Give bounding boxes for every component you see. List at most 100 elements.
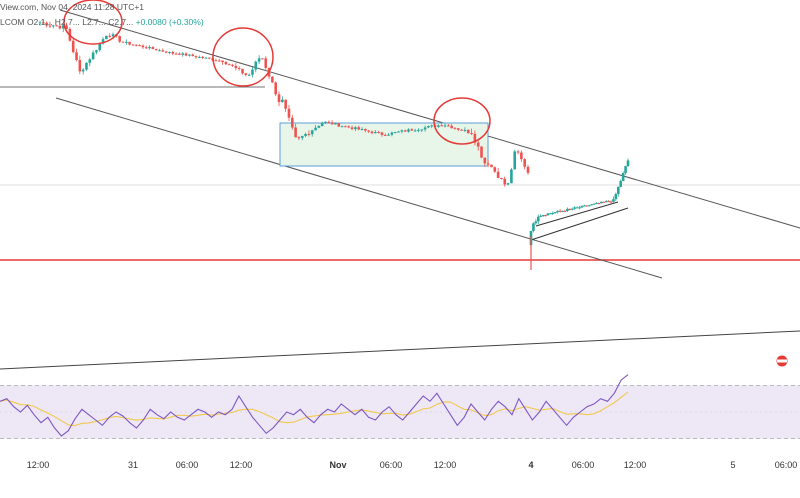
candle-body [45, 22, 48, 26]
candle-body [237, 68, 241, 70]
candle-body [340, 126, 344, 128]
candle-body [204, 57, 208, 59]
candle-body [360, 128, 364, 130]
candle-body [364, 128, 367, 131]
x-axis-tick-label: 12:00 [230, 460, 253, 470]
candle-body [556, 210, 559, 213]
candle-body [403, 130, 407, 132]
candle-body [217, 60, 221, 62]
candle-body [558, 210, 562, 212]
candle-body [500, 177, 503, 179]
candle-body [587, 205, 591, 207]
candle-body [310, 130, 314, 135]
candle-body [244, 73, 248, 75]
candle-body [590, 204, 593, 206]
channel-upper-line [59, 9, 800, 229]
candle-body [510, 169, 513, 184]
candle-body [290, 117, 294, 128]
candle-body [532, 223, 535, 231]
candle-body [440, 125, 443, 127]
candle-body [181, 53, 185, 55]
candle-body [131, 44, 135, 46]
candle-body [51, 25, 55, 27]
candle-body [473, 133, 477, 143]
candle-body [592, 203, 596, 205]
rejection-circle [63, 0, 123, 45]
candle-body [612, 199, 615, 202]
candle-body [108, 35, 112, 37]
x-axis-tick-label: 5 [730, 460, 735, 470]
candle-body [261, 58, 264, 60]
candle-body [264, 58, 268, 68]
candle-body [208, 57, 211, 59]
candle-body [151, 47, 155, 50]
candle-body [294, 127, 297, 138]
candle-body [447, 125, 450, 127]
candle-body [597, 202, 601, 204]
candle-body [350, 127, 354, 130]
candle-body [95, 50, 98, 53]
candle-body [551, 212, 555, 214]
candle-body [407, 129, 410, 132]
candle-body [536, 216, 540, 222]
candle-body [154, 49, 158, 51]
candle-body [148, 47, 151, 49]
rejection-circle [212, 27, 274, 87]
candle-body [453, 128, 457, 130]
candle-body [78, 59, 82, 72]
rsi-line [0, 374, 629, 437]
candle-body [194, 56, 198, 58]
candle-body [144, 47, 148, 49]
candle-body [585, 205, 589, 207]
chart-header: View.com, Nov 04, 2024 11:28 UTC+1 [0, 2, 144, 12]
candle-body [231, 64, 234, 66]
candle-body [271, 76, 274, 83]
channel-lower-line [55, 97, 663, 279]
candle-body [553, 212, 557, 214]
candle-body [284, 99, 287, 109]
candle-body [357, 127, 360, 130]
candle-body [604, 201, 608, 203]
candle-body [257, 58, 261, 62]
candle-body [171, 51, 175, 54]
x-axis-tick-label: Nov [329, 460, 346, 470]
x-axis-tick-label: 06:00 [176, 460, 199, 470]
candle-body [75, 52, 78, 60]
candle-body [138, 45, 141, 47]
candle-body [561, 210, 564, 212]
candle-body [544, 215, 547, 217]
x-axis-tick-label: 06:00 [380, 460, 403, 470]
candle-body [437, 125, 440, 127]
candle-body [281, 99, 284, 103]
candle-body [241, 68, 244, 74]
candle-body [307, 133, 311, 135]
candle-body [88, 59, 92, 63]
candle-body [621, 173, 625, 182]
candle-body [460, 129, 463, 131]
candle-body [224, 62, 228, 65]
candle-body [490, 164, 493, 168]
candle-body [549, 213, 552, 215]
consolidation-box [279, 122, 489, 167]
candle-body [221, 60, 224, 63]
candle-body [413, 130, 417, 132]
candle-body [327, 121, 331, 123]
x-axis-tick-label: 06:00 [775, 460, 798, 470]
long-trend-line [0, 330, 800, 370]
candle-body [390, 132, 394, 135]
candle-body [397, 131, 400, 133]
candle-body [191, 54, 195, 57]
candle-body [324, 121, 327, 123]
candle-body [486, 163, 490, 165]
candle-body [304, 133, 307, 136]
candle-body [247, 74, 251, 76]
candle-body [91, 52, 95, 60]
candle-body [583, 205, 586, 207]
candle-body [466, 129, 470, 134]
header-ohlc: O2.1... H2.7... L2.7... C2.7... [26, 17, 134, 27]
x-axis-tick-label: 12:00 [27, 460, 50, 470]
candle-body [609, 201, 613, 203]
candle-body [317, 126, 321, 128]
